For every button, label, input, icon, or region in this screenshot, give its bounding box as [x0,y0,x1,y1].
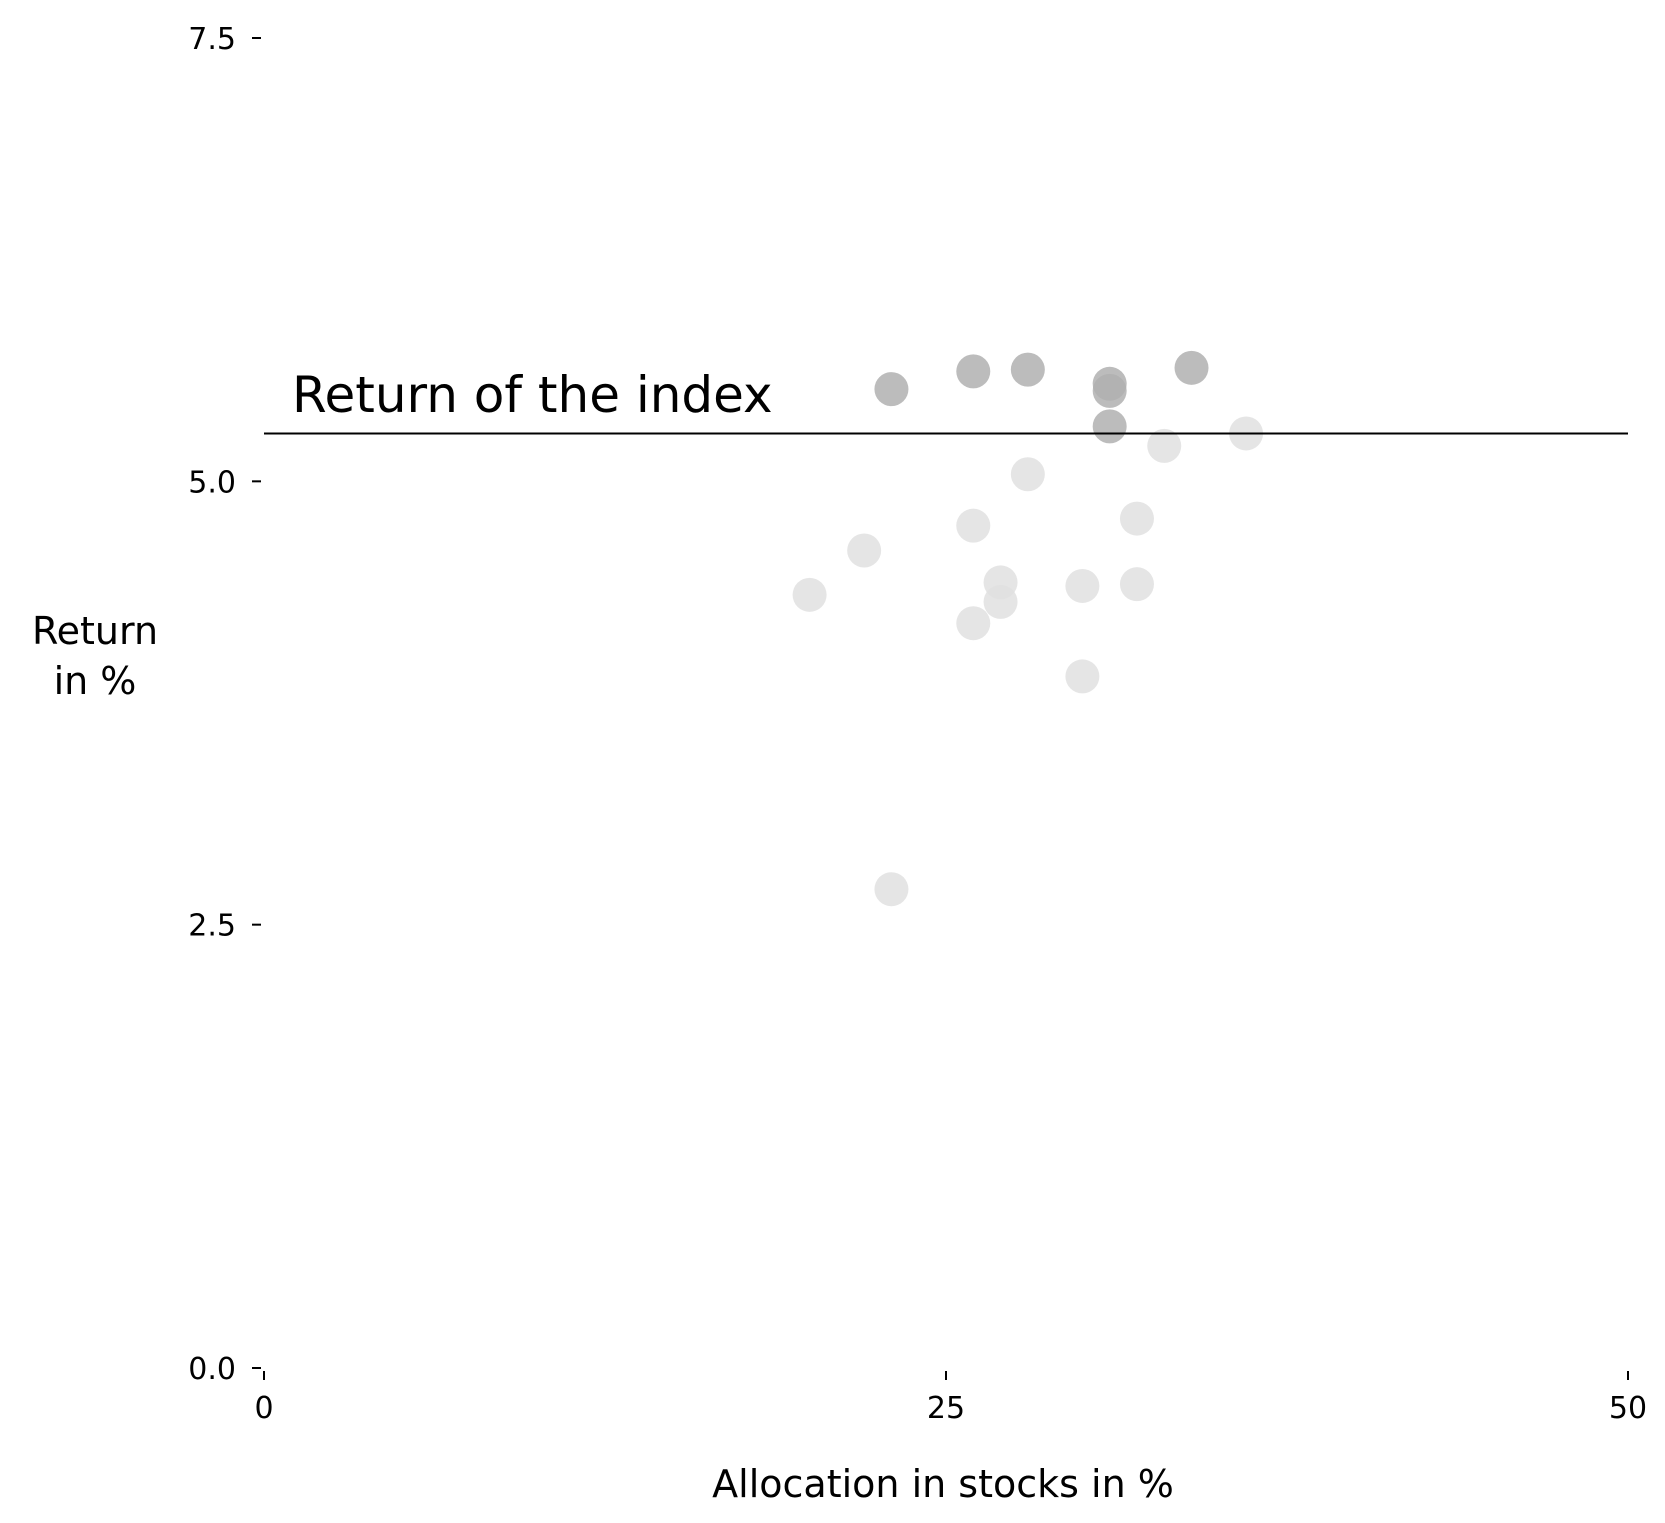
x-tick-label: 50 [1609,1391,1647,1426]
y-axis: 0.0 2.5 5.0 7.5 [188,22,261,1387]
data-point [874,372,909,407]
data-point [792,577,827,612]
x-axis: 0 25 50 [254,1371,1647,1426]
y-tick-label: 5.0 [188,465,236,500]
data-point [956,606,991,641]
x-tick-label: 0 [254,1391,273,1426]
y-tick-label: 2.5 [188,909,236,944]
data-point [983,584,1018,619]
data-point [874,872,909,907]
data-point [956,508,991,543]
data-point [847,533,882,568]
data-point [1065,659,1100,694]
data-point [1147,428,1182,463]
y-tick-label: 7.5 [188,22,236,57]
data-point [1119,567,1154,602]
data-point [1119,501,1154,536]
data-point [1010,352,1045,387]
y-axis-label-line-2: in % [54,659,137,703]
data-point [1174,350,1209,385]
data-point [1010,457,1045,492]
data-point [1092,409,1127,444]
data-point [1092,373,1127,408]
y-axis-label-line-1: Return [32,609,158,653]
y-tick-label: 0.0 [188,1352,236,1387]
data-point [956,354,991,389]
x-axis-label: Allocation in stocks in % [712,1462,1174,1506]
data-points [792,350,1264,907]
index-return-annotation: Return of the index [292,366,773,424]
x-tick-label: 25 [927,1391,965,1426]
data-point [1065,568,1100,603]
